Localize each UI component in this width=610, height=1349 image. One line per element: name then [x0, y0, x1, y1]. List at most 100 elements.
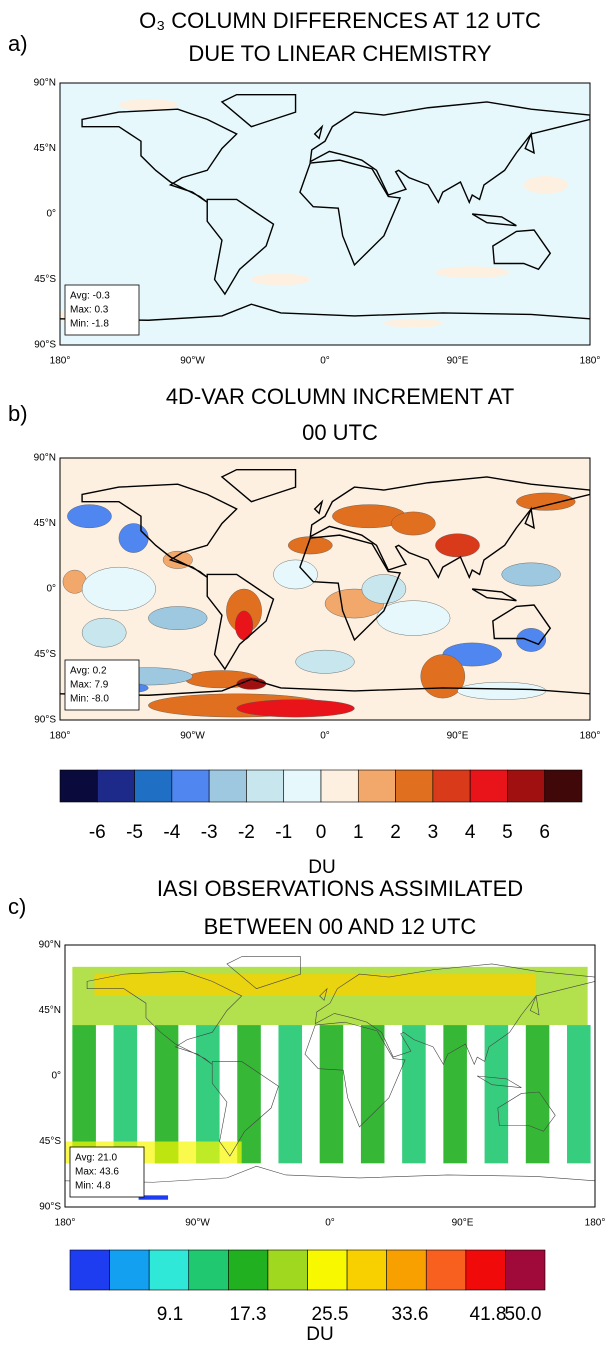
obs-swath — [402, 1025, 426, 1164]
colorbar-label: 0 — [316, 822, 327, 843]
panel-title: BETWEEN 00 AND 12 UTC — [204, 914, 477, 939]
panel-title: IASI OBSERVATIONS ASSIMILATED — [157, 876, 523, 901]
colorbar-label: 17.3 — [230, 1304, 267, 1325]
obs-swath — [525, 1025, 550, 1164]
lon-label: 90°W — [180, 731, 205, 742]
colorbar-unit: DU — [306, 1324, 333, 1345]
anomaly-patch — [118, 523, 149, 553]
colorbar-box — [134, 769, 173, 803]
panel-label: a) — [8, 31, 28, 56]
panel-title: 00 UTC — [302, 420, 378, 445]
map — [60, 458, 590, 720]
anomaly-patch — [391, 511, 436, 536]
lat-label: 90°S — [39, 1202, 61, 1213]
colorbar-label: 33.6 — [392, 1304, 429, 1325]
lat-label: 45°S — [39, 1136, 61, 1147]
lat-label: 45°N — [39, 1005, 61, 1016]
obs-swath — [196, 1025, 220, 1164]
obs-swath — [567, 1025, 591, 1164]
colorbar-box — [346, 1249, 387, 1291]
anomaly-patch — [295, 649, 355, 674]
colorbar-label: -6 — [89, 822, 106, 843]
lat-label: 90°S — [34, 340, 56, 351]
colorbar-label: 3 — [428, 822, 439, 843]
panel-title: 4D-VAR COLUMN INCREMENT AT — [166, 384, 514, 409]
anomaly-patch — [435, 266, 510, 279]
obs-swath — [72, 1025, 96, 1164]
colorbar-box — [307, 1249, 348, 1291]
colorbar-box — [208, 769, 247, 803]
colorbar-box — [432, 769, 471, 803]
stat-text: Avg: -0.3 — [70, 291, 110, 302]
lat-label: 0° — [46, 209, 56, 220]
stats-box — [69, 1146, 145, 1198]
stat-text: Max: 7.9 — [70, 680, 109, 691]
obs-swath — [360, 1025, 385, 1164]
anomaly-patch — [236, 699, 355, 718]
lon-label: 0° — [320, 731, 330, 742]
obs-swath — [484, 1025, 509, 1164]
obs-swath — [319, 1025, 344, 1164]
map-frame — [59, 457, 591, 721]
obs-swath — [443, 1025, 467, 1164]
lon-label: 180° — [580, 356, 601, 367]
colorbar-box — [228, 1249, 269, 1291]
lat-label: 0° — [46, 584, 56, 595]
panel-label: b) — [8, 401, 28, 426]
anomaly-patch — [383, 318, 443, 328]
anomaly-patch — [523, 176, 568, 194]
anomaly-patch — [501, 562, 561, 587]
lon-label: 0° — [320, 356, 330, 367]
stat-text: Avg: 21.0 — [75, 1153, 118, 1164]
anomaly-patch — [118, 99, 178, 111]
map — [65, 945, 595, 1207]
colorbar-box — [386, 1249, 427, 1291]
colorbar-unit: DU — [308, 857, 335, 878]
stat-text: Min: 4.8 — [75, 1181, 111, 1192]
lat-label: 90°N — [34, 78, 56, 89]
anomaly-patch — [516, 628, 547, 652]
anomaly-patch — [273, 559, 318, 590]
stat-text: Max: 0.3 — [70, 305, 109, 316]
anomaly-patch — [516, 492, 576, 511]
colorbar-box — [148, 1249, 190, 1291]
lon-label: 90°E — [447, 356, 469, 367]
lon-label: 180° — [585, 1218, 606, 1229]
lon-label: 180° — [50, 731, 71, 742]
colorbar-box — [357, 769, 396, 803]
stat-text: Min: -1.8 — [70, 319, 109, 330]
stat-text: Min: -8.0 — [70, 694, 109, 705]
lon-label: 90°E — [447, 731, 469, 742]
obs-swath — [278, 1025, 303, 1164]
colorbar-box — [395, 769, 434, 803]
colorbar-label: -2 — [238, 822, 255, 843]
lat-label: 45°S — [34, 274, 56, 285]
lat-label: 90°N — [34, 453, 56, 464]
stats-box — [64, 284, 140, 336]
colorbar-box — [96, 769, 135, 803]
obs-swath — [237, 1025, 261, 1164]
lon-label: 180° — [580, 731, 601, 742]
colorbar-label: 25.5 — [312, 1304, 349, 1325]
map-background — [60, 83, 590, 345]
lon-label: 180° — [55, 1218, 76, 1229]
panel-title: O₃ COLUMN DIFFERENCES AT 12 UTC — [139, 8, 541, 33]
lon-label: 90°W — [180, 356, 205, 367]
colorbar-box — [109, 1249, 150, 1291]
anomaly-patch — [81, 566, 156, 612]
colorbar-box — [544, 769, 583, 803]
colorbar-label: 6 — [539, 822, 550, 843]
obs-band — [138, 1195, 169, 1200]
anomaly-patch — [81, 617, 127, 648]
colorbar-box — [246, 769, 285, 803]
colorbar-box — [505, 1249, 546, 1291]
obs-swath — [154, 1025, 179, 1164]
colorbar-label: -1 — [275, 822, 292, 843]
colorbar-label: 5 — [502, 822, 513, 843]
colorbar-box — [188, 1249, 229, 1291]
map — [60, 83, 590, 345]
colorbar-box — [465, 1249, 506, 1291]
anomaly-patch — [251, 273, 311, 286]
